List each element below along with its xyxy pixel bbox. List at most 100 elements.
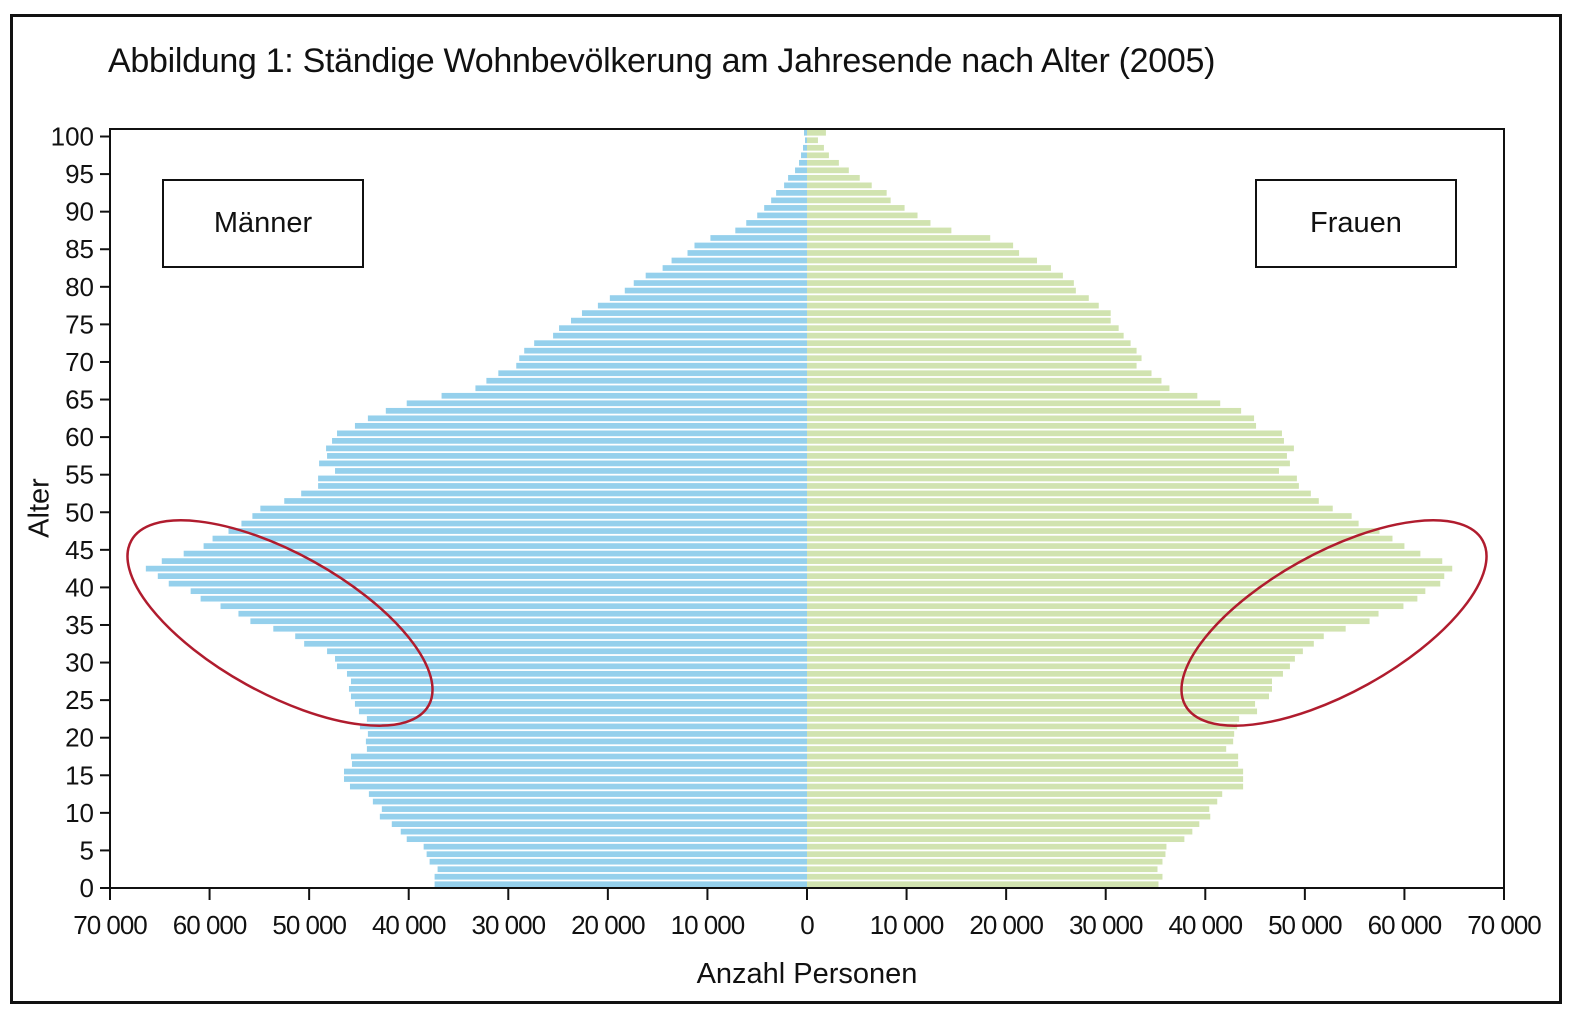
bar-male <box>534 340 807 347</box>
legend-male-label: Männer <box>213 207 313 239</box>
bar-male <box>304 640 807 647</box>
bar-female <box>807 595 1418 602</box>
bar-female <box>807 580 1441 587</box>
bar-female <box>807 453 1287 459</box>
bar-female <box>807 295 1089 301</box>
bar-female <box>807 468 1279 474</box>
bar-male <box>645 272 807 279</box>
bar-male <box>241 520 808 527</box>
legend-female-box: Frauen <box>1255 179 1457 268</box>
bar-male <box>426 851 807 858</box>
bar-female <box>807 310 1111 316</box>
x-tick-label: 20 000 <box>969 910 1043 940</box>
bar-female <box>807 265 1051 271</box>
bar-male <box>429 858 807 865</box>
bar-male <box>764 205 807 211</box>
bar-female <box>807 663 1290 670</box>
bar-female <box>807 618 1370 625</box>
bar-male <box>803 144 807 151</box>
bar-female <box>807 377 1162 384</box>
bar-male <box>366 716 807 722</box>
x-tick-label: 70 000 <box>1467 910 1541 940</box>
bar-female <box>807 565 1453 572</box>
bar-female <box>807 851 1166 858</box>
bar-female <box>807 558 1443 564</box>
bar-male <box>295 633 807 640</box>
x-tick-label: 50 000 <box>1268 910 1342 940</box>
bar-female <box>807 280 1074 286</box>
bar-male <box>326 445 807 452</box>
bar-female <box>807 873 1163 880</box>
y-tick-label: 0 <box>80 873 94 903</box>
bar-male <box>801 152 807 159</box>
bar-female <box>807 332 1124 339</box>
bar-female <box>807 633 1324 640</box>
bar-female <box>807 528 1380 534</box>
bar-male <box>348 685 807 692</box>
bar-female <box>807 821 1200 827</box>
bar-male <box>437 866 807 873</box>
bar-female <box>807 317 1111 324</box>
bar-male <box>327 453 807 459</box>
bar-male <box>358 708 807 715</box>
bar-female <box>807 159 839 166</box>
female-bars <box>807 129 1453 888</box>
bar-male <box>157 573 807 579</box>
bar-male <box>771 197 807 204</box>
bar-female <box>807 603 1404 610</box>
bar-male <box>260 505 807 512</box>
bar-male <box>351 761 807 767</box>
bar-male <box>805 137 807 144</box>
bar-male <box>379 813 807 820</box>
highlight-ellipse-male <box>126 519 434 727</box>
bar-female <box>807 858 1163 865</box>
y-axis-label: Alter <box>23 478 56 538</box>
x-tick-label: 40 000 <box>372 910 446 940</box>
bar-male <box>776 190 807 196</box>
bar-male <box>318 475 807 482</box>
bar-female <box>807 843 1167 850</box>
bar-male <box>335 468 807 474</box>
bar-male <box>318 483 807 489</box>
bar-male <box>337 430 807 437</box>
bar-male <box>400 828 807 835</box>
bar-male <box>597 302 807 309</box>
bar-male <box>190 588 808 595</box>
bar-female <box>807 287 1076 294</box>
bar-female <box>807 190 887 196</box>
bar-female <box>807 445 1294 452</box>
bar-female <box>807 828 1193 835</box>
bar-male <box>423 843 807 850</box>
bar-female <box>807 791 1223 797</box>
bar-female <box>807 535 1393 542</box>
bar-male <box>516 362 807 369</box>
bar-male <box>391 821 807 827</box>
bar-male <box>335 655 807 662</box>
bar-male <box>284 498 807 504</box>
y-tick-label: 50 <box>65 497 94 527</box>
highlight-ellipse-female <box>1180 519 1488 727</box>
bar-male <box>250 618 807 625</box>
y-tick-label: 30 <box>65 648 94 678</box>
y-tick-label: 95 <box>65 159 94 189</box>
bar-female <box>807 430 1282 437</box>
bar-female <box>807 543 1405 549</box>
x-tick-label: 60 000 <box>1368 910 1442 940</box>
bar-female <box>807 385 1170 392</box>
highlight-ellipses <box>126 519 1488 727</box>
bar-male <box>804 129 807 136</box>
bar-male <box>238 610 807 617</box>
bar-female <box>807 167 849 174</box>
bar-male <box>406 836 807 843</box>
bar-female <box>807 798 1218 805</box>
bar-female <box>807 460 1290 467</box>
bar-male <box>788 174 807 181</box>
bar-female <box>807 205 905 211</box>
bar-male <box>434 881 807 888</box>
bar-male <box>553 332 807 339</box>
bar-male <box>212 535 807 542</box>
bar-female <box>807 144 824 151</box>
bar-female <box>807 753 1239 760</box>
bar-male <box>372 798 807 805</box>
bar-male <box>350 693 807 700</box>
